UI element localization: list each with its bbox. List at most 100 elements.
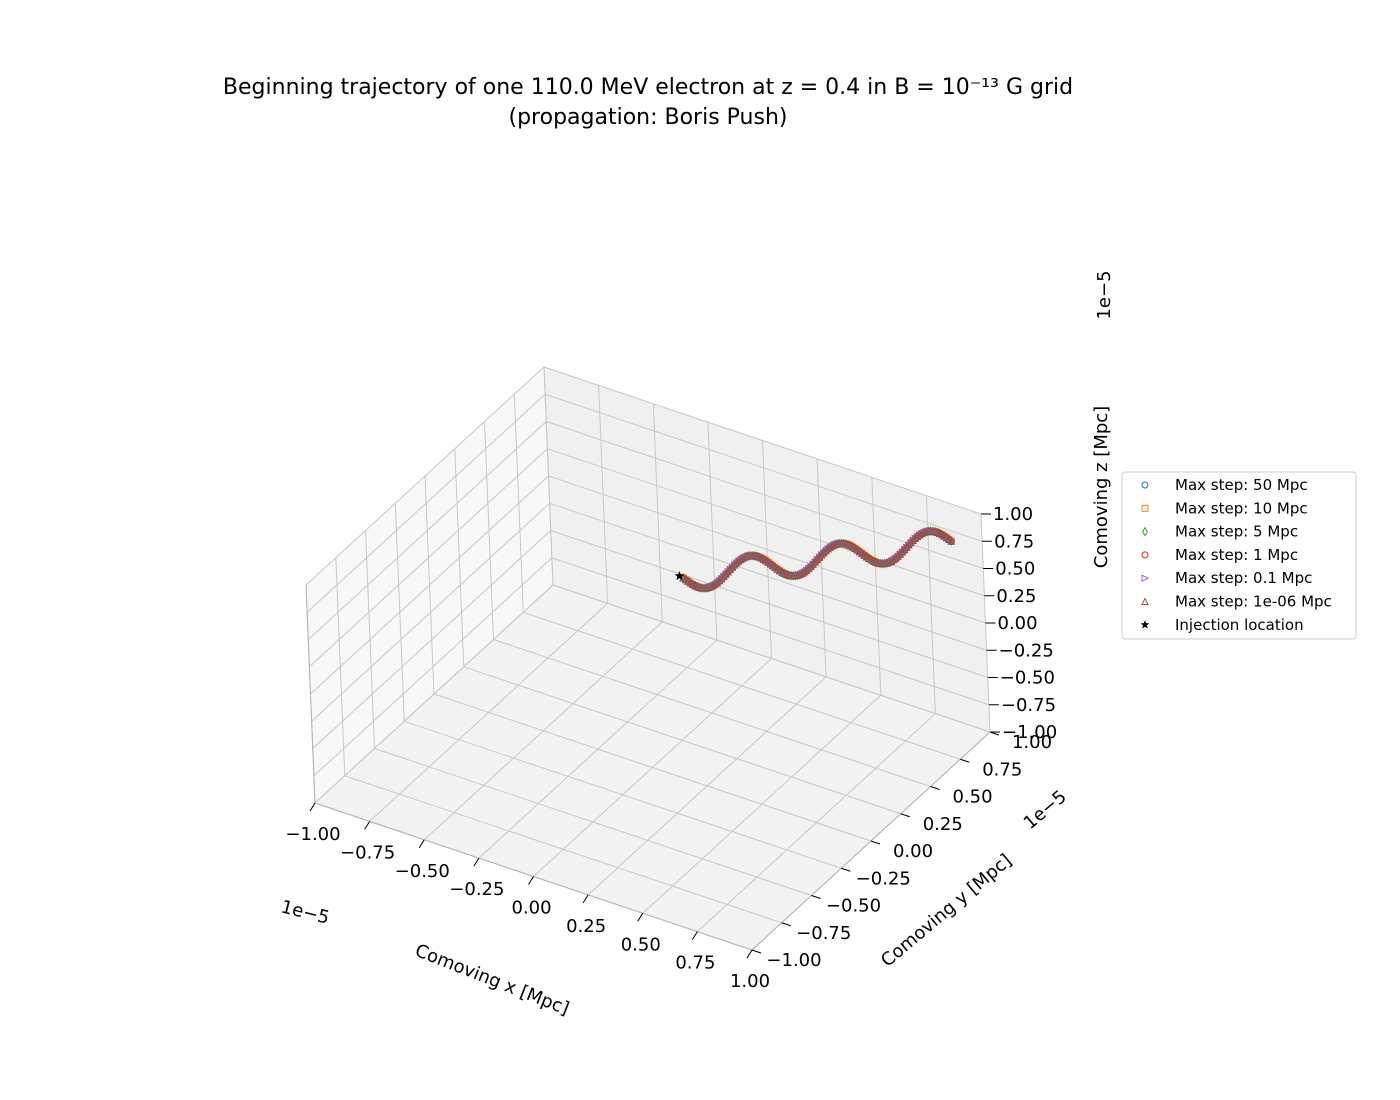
trajectory-point xyxy=(819,548,828,557)
z-tick-label: −0.75 xyxy=(1001,695,1056,716)
legend-label: Max step: 50 Mpc xyxy=(1175,476,1308,494)
z-tick-label: 0.75 xyxy=(994,531,1034,552)
trajectory-point xyxy=(813,555,822,564)
trajectory-point xyxy=(907,538,915,547)
trajectory-point xyxy=(717,574,726,583)
x-axis-multiplier: 1e−5 xyxy=(279,896,332,928)
z-axis-label: Comoving z [Mpc] xyxy=(1091,406,1112,568)
x-tick-label: 0.00 xyxy=(511,898,551,919)
x-tick-label: 0.25 xyxy=(566,916,606,937)
z-tick-label: −0.25 xyxy=(999,640,1054,661)
axis-ticks: −1.00−1.00−1.00−0.75−0.75−0.75−0.50−0.50… xyxy=(285,504,1057,992)
legend-marker xyxy=(1141,574,1150,583)
y-tick-label: −1.00 xyxy=(766,950,821,971)
y-tick-label: 0.75 xyxy=(982,759,1022,780)
trajectory-point xyxy=(730,560,739,569)
legend-marker xyxy=(1140,620,1150,629)
legend-label: Max step: 5 Mpc xyxy=(1175,523,1298,541)
trajectory-point xyxy=(902,543,911,551)
x-tick-label: 0.50 xyxy=(621,934,661,955)
z-tick-label: 0.50 xyxy=(995,559,1035,580)
trajectory-point xyxy=(830,540,839,549)
trajectory-point xyxy=(804,564,813,572)
legend-frame xyxy=(1121,471,1357,640)
legend-marker xyxy=(1141,597,1149,605)
legend-label: Injection location xyxy=(1175,616,1304,634)
trajectory-point xyxy=(741,552,750,561)
y-tick-mark xyxy=(930,786,940,790)
x-tick-label: −1.00 xyxy=(285,824,340,845)
trajectory-point xyxy=(728,563,737,571)
x-tick-mark xyxy=(309,802,316,812)
series-Max step: 1e-06 Mpc xyxy=(679,526,956,592)
trajectory-point xyxy=(724,567,732,576)
z-tick-label: −1.00 xyxy=(1002,722,1057,743)
legend-label: Max step: 1e-06 Mpc xyxy=(1175,593,1332,611)
trajectory-point xyxy=(726,565,735,573)
z-axis-multiplier: 1e−5 xyxy=(1094,270,1115,319)
trajectory-point xyxy=(947,537,956,545)
legend: Max step: 50 Mpc Max step: 10 Mpc Max step… xyxy=(1121,471,1357,640)
y-tick-label: 1.00 xyxy=(1012,732,1052,753)
trajectory-point xyxy=(722,570,730,578)
y-tick-mark xyxy=(989,731,1000,736)
x-tick-mark xyxy=(637,912,644,922)
y-tick-label: 0.25 xyxy=(923,814,963,835)
chart-title-line2: (propagation: Boris Push) xyxy=(509,105,788,130)
x-tick-mark xyxy=(582,894,589,904)
x-tick-mark xyxy=(528,876,534,885)
legend-marker xyxy=(1141,481,1149,489)
y-tick-mark xyxy=(960,758,970,763)
x-tick-label: −0.50 xyxy=(395,861,450,882)
y-gridline xyxy=(513,394,961,760)
y-tick-label: 0.00 xyxy=(893,841,933,862)
x-tick-mark xyxy=(418,839,425,849)
y-gridline xyxy=(424,475,872,842)
y-tick-mark xyxy=(841,867,851,872)
trajectory-point xyxy=(900,545,909,554)
y-tick-mark xyxy=(781,922,791,927)
x-tick-label: −0.25 xyxy=(449,879,504,900)
trajectory-point xyxy=(719,572,728,580)
y-tick-mark xyxy=(811,895,821,899)
y-gridline xyxy=(335,557,782,924)
trajectory-point xyxy=(817,550,826,559)
trajectory-point xyxy=(807,562,815,570)
trajectory-point xyxy=(898,547,907,556)
legend-label: Max step: 0.1 Mpc xyxy=(1175,569,1312,587)
y-tick-label: −0.50 xyxy=(826,896,881,917)
trajectory-point xyxy=(802,566,811,574)
y-axis-multiplier: 1e−5 xyxy=(1020,786,1071,834)
x-tick-label: −0.75 xyxy=(340,842,395,863)
trajectory-point xyxy=(896,550,905,558)
x-tick-mark xyxy=(364,821,371,830)
trajectory-point xyxy=(715,576,724,585)
legend-label: Max step: 1 Mpc xyxy=(1175,546,1298,564)
z-tick-label: −0.50 xyxy=(1000,668,1055,689)
z-tick-label: 1.00 xyxy=(993,504,1033,525)
trajectory-point xyxy=(815,553,824,561)
x-tick-mark xyxy=(691,931,698,940)
y-tick-label: −0.75 xyxy=(796,923,851,944)
x-axis-label: Comoving x [Mpc] xyxy=(412,940,572,1020)
z-tick-label: 0.25 xyxy=(996,586,1036,607)
y-gridline xyxy=(394,503,842,869)
trajectory-point xyxy=(904,540,913,549)
x-tick-label: 1.00 xyxy=(730,971,770,992)
trajectory-point xyxy=(909,536,917,544)
y-tick-mark xyxy=(870,840,881,845)
trajectory-point xyxy=(809,560,817,568)
y-tick-mark xyxy=(751,949,762,954)
y-tick-label: −0.25 xyxy=(856,868,911,889)
z-gridline xyxy=(305,366,982,586)
y-tick-label: 0.50 xyxy=(952,787,992,808)
x-tick-label: 0.75 xyxy=(675,953,715,974)
x-tick-mark xyxy=(473,857,480,867)
trajectory xyxy=(674,526,956,594)
legend-marker xyxy=(1141,551,1149,559)
trajectory-point xyxy=(894,552,902,560)
injection-point xyxy=(674,570,685,581)
chart-title-line1: Beginning trajectory of one 110.0 MeV el… xyxy=(223,75,1073,100)
legend-marker xyxy=(1141,504,1149,512)
